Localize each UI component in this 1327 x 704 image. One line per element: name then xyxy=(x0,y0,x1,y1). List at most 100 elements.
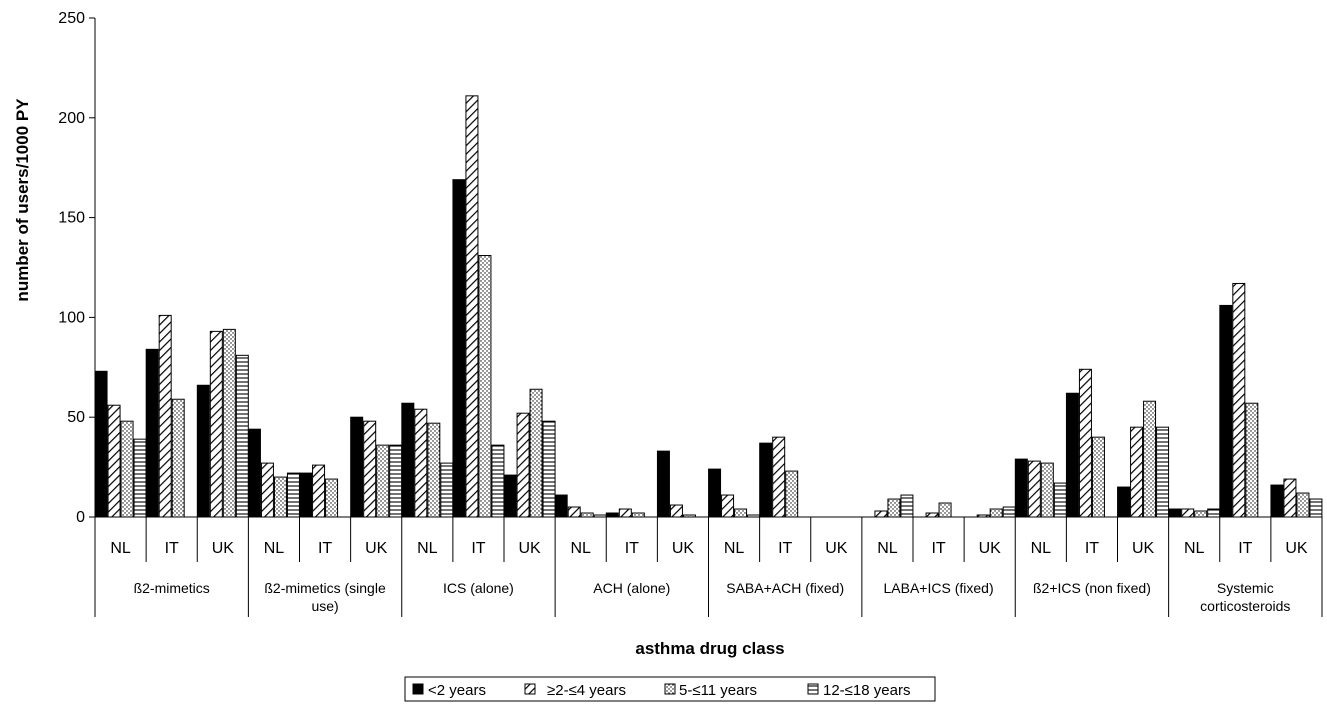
legend-item-5to11: 5-≤11 years xyxy=(664,682,757,699)
group-label-ics-alone: ICS (alone) xyxy=(443,580,514,596)
bar-saba-ach-fixed-it-s3 xyxy=(785,470,799,518)
country-label: UK xyxy=(1285,540,1308,557)
bar-ics-alone-it-s3 xyxy=(478,255,492,518)
x-axis-title: asthma drug class xyxy=(635,639,784,658)
bar-2-ics-non-fixed-uk-s2 xyxy=(1130,426,1144,518)
bar-ach-alone-uk-s2 xyxy=(669,504,683,518)
country-label: IT xyxy=(931,540,945,557)
country-label: IT xyxy=(1085,540,1099,557)
bar-systemic-corticosteroids-it-s3 xyxy=(1245,402,1259,518)
country-label: IT xyxy=(778,540,792,557)
bar-ach-alone-nl-s2 xyxy=(567,506,581,518)
group-label-2-mimetics-single-use: ß2-mimetics (single use) xyxy=(264,580,386,614)
bar-2-ics-non-fixed-nl-s1 xyxy=(1014,458,1028,518)
bar-2-ics-non-fixed-it-s2 xyxy=(1078,368,1092,518)
bar-2-mimetics-single-use-it-s1 xyxy=(299,472,313,518)
bar-ics-alone-uk-s1 xyxy=(503,474,517,518)
bar-2-mimetics-it-s1 xyxy=(145,348,159,518)
bar-2-mimetics-it-s3 xyxy=(171,398,185,518)
bar-2-ics-non-fixed-nl-s2 xyxy=(1027,460,1041,518)
country-label: NL xyxy=(877,540,898,557)
legend-label-12to18: 12-≤18 years xyxy=(823,682,910,699)
bar-2-mimetics-nl-s3 xyxy=(120,420,134,518)
bar-laba-ics-fixed-uk-s3 xyxy=(989,508,1003,518)
bar-2-mimetics-single-use-uk-s1 xyxy=(350,416,364,518)
bar-laba-ics-fixed-uk-s4 xyxy=(1002,506,1016,518)
group-label-systemic-corticosteroids: Systemic corticosteroids xyxy=(1200,580,1290,614)
bar-2-mimetics-single-use-nl-s2 xyxy=(260,462,274,518)
bar-ics-alone-nl-s2 xyxy=(414,408,428,518)
country-label: NL xyxy=(1184,540,1205,557)
country-label: IT xyxy=(165,540,179,557)
legend-label-2to4: ≥2-≤4 years xyxy=(547,682,626,699)
bar-ach-alone-nl-s1 xyxy=(554,494,568,518)
bar-2-mimetics-single-use-it-s2 xyxy=(312,464,326,518)
bar-2-mimetics-single-use-nl-s1 xyxy=(247,428,261,518)
bar-systemic-corticosteroids-uk-s3 xyxy=(1296,492,1310,518)
country-label: UK xyxy=(212,540,235,557)
y-tick-label: 200 xyxy=(58,110,85,127)
bar-2-ics-non-fixed-uk-s3 xyxy=(1143,400,1157,518)
x-axis: NL IT UK ß2-mimetics NL IT UK ß2-mimetics (sing… xyxy=(94,516,1323,617)
bar-systemic-corticosteroids-it-s1 xyxy=(1219,304,1233,518)
bar-ics-alone-uk-s2 xyxy=(516,412,530,518)
bar-2-ics-non-fixed-it-s1 xyxy=(1065,392,1079,518)
country-label: NL xyxy=(264,540,285,557)
bar-systemic-corticosteroids-it-s2 xyxy=(1232,282,1246,518)
bar-2-mimetics-single-use-nl-s3 xyxy=(273,476,287,518)
bar-ach-alone-it-s1 xyxy=(605,512,619,518)
bar-laba-ics-fixed-it-s3 xyxy=(938,502,952,518)
country-label: NL xyxy=(1031,540,1052,557)
bar-2-ics-non-fixed-uk-s1 xyxy=(1117,486,1131,518)
bar-ics-alone-it-s4 xyxy=(491,444,505,518)
bar-laba-ics-fixed-it-s2 xyxy=(925,512,939,518)
country-label: IT xyxy=(471,540,485,557)
bar-systemic-corticosteroids-nl-s2 xyxy=(1181,508,1195,518)
y-tick-label: 0 xyxy=(76,509,85,526)
bar-2-mimetics-single-use-it-s3 xyxy=(325,478,339,518)
legend-label-5to11: 5-≤11 years xyxy=(679,682,757,699)
bar-2-mimetics-uk-s2 xyxy=(209,330,223,518)
bar-ics-alone-it-s2 xyxy=(465,95,479,518)
bar-2-ics-non-fixed-nl-s3 xyxy=(1040,462,1054,518)
country-label: NL xyxy=(110,540,131,557)
bar-systemic-corticosteroids-nl-s4 xyxy=(1207,508,1221,518)
country-label: IT xyxy=(625,540,639,557)
country-label: UK xyxy=(979,540,1002,557)
bar-2-mimetics-single-use-uk-s2 xyxy=(363,420,377,518)
bar-laba-ics-fixed-nl-s2 xyxy=(874,510,888,518)
bar-2-mimetics-nl-s1 xyxy=(94,370,108,518)
y-tick-label: 50 xyxy=(67,409,85,426)
legend-swatch-2to4 xyxy=(524,683,536,695)
y-axis: 0 50 100 150 200 250 xyxy=(58,10,96,526)
bar-systemic-corticosteroids-uk-s4 xyxy=(1309,498,1323,518)
bar-saba-ach-fixed-nl-s3 xyxy=(734,508,748,518)
group-label-2-ics-non-fixed: ß2+ICS (non fixed) xyxy=(1033,580,1151,596)
bar-2-mimetics-single-use-uk-s4 xyxy=(389,444,403,518)
bar-laba-ics-fixed-nl-s4 xyxy=(900,494,914,518)
bar-2-ics-non-fixed-nl-s4 xyxy=(1053,482,1067,518)
bar-ach-alone-nl-s3 xyxy=(580,512,594,518)
legend: <2 years ≥2-≤4 years 5-≤11 years 12-≤18 … xyxy=(404,676,936,702)
y-tick-label: 250 xyxy=(58,10,85,27)
country-label: IT xyxy=(318,540,332,557)
bar-2-mimetics-single-use-uk-s3 xyxy=(376,444,390,518)
bar-2-ics-non-fixed-it-s3 xyxy=(1091,436,1105,518)
legend-item-12to18: 12-≤18 years xyxy=(807,682,910,699)
bar-ics-alone-it-s1 xyxy=(452,179,466,518)
bar-ics-alone-nl-s1 xyxy=(401,402,415,518)
bar-systemic-corticosteroids-uk-s2 xyxy=(1283,478,1297,518)
y-tick-label: 100 xyxy=(58,309,85,326)
bar-2-mimetics-nl-s2 xyxy=(107,404,121,518)
bar-2-mimetics-uk-s1 xyxy=(196,384,210,518)
bars xyxy=(94,95,1323,518)
group-label-2-mimetics: ß2-mimetics xyxy=(134,580,210,596)
country-label: UK xyxy=(672,540,695,557)
bar-ach-alone-it-s3 xyxy=(631,512,645,518)
legend-swatch-5to11 xyxy=(664,683,676,695)
bar-2-mimetics-single-use-nl-s4 xyxy=(286,472,300,518)
legend-item-2to4: ≥2-≤4 years xyxy=(524,682,626,699)
bar-2-mimetics-it-s2 xyxy=(158,314,172,518)
bar-ach-alone-it-s2 xyxy=(618,508,632,518)
